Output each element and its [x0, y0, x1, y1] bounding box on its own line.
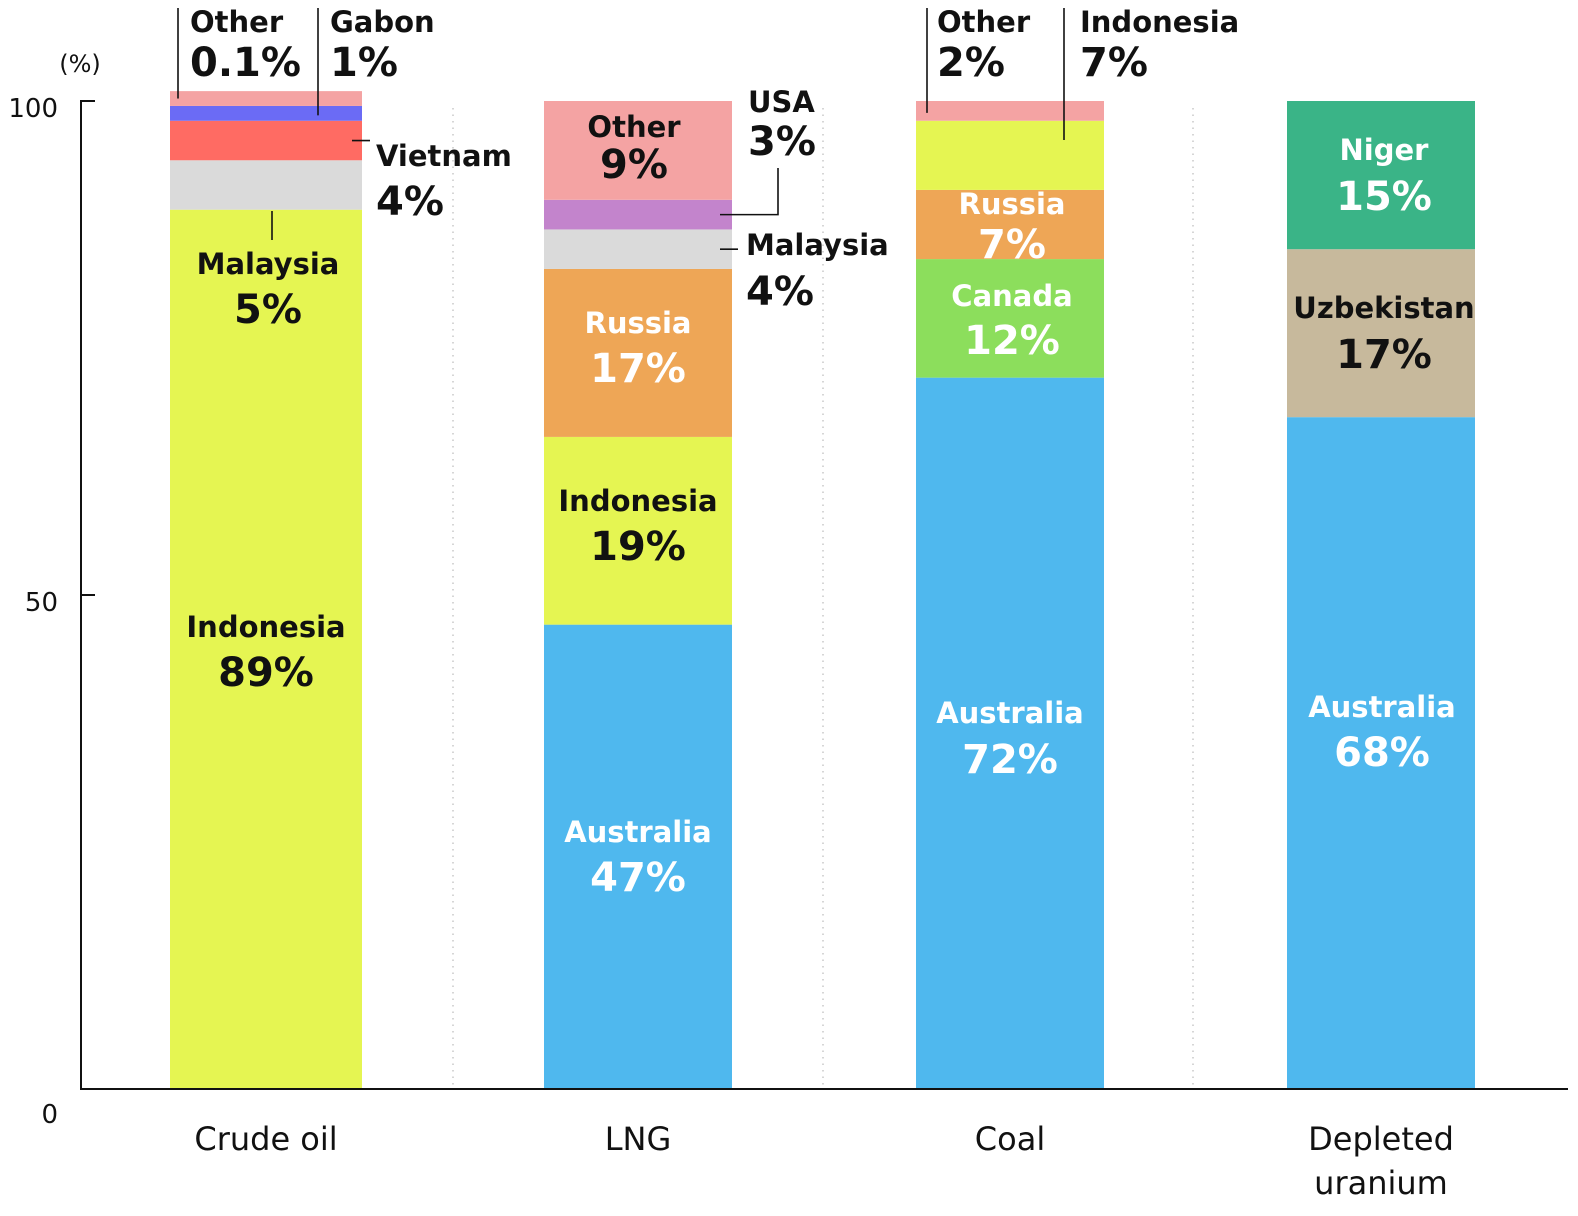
segment-label-value: 7%: [1080, 40, 1148, 86]
segment-label-country: Canada: [951, 279, 1072, 313]
segment-label-value: 17%: [1336, 332, 1432, 378]
y-tick-label: 0: [41, 1100, 58, 1130]
segment-label-value: 72%: [962, 737, 1058, 783]
segment-label-value: 9%: [600, 142, 668, 188]
bar-segment-crude-oil-vietnam: [170, 120, 362, 161]
bar-segment-lng-australia: [544, 624, 732, 1089]
segment-label-country: Russia: [584, 306, 691, 340]
segment-label-value: 7%: [978, 222, 1046, 268]
bar-segment-lng-malaysia: [544, 229, 732, 269]
segment-label-country: Indonesia: [186, 610, 345, 644]
bar-segment-coal-other: [916, 101, 1104, 121]
segment-label-value: 4%: [376, 179, 444, 225]
segment-label-country: Australia: [564, 815, 712, 849]
bar-segment-lng-other: [544, 101, 732, 200]
bar-segment-coal-canada: [916, 259, 1104, 378]
segment-label-country: Indonesia: [558, 484, 717, 518]
segment-label-country: Niger: [1340, 133, 1430, 167]
segment-label-value: 3%: [748, 119, 816, 165]
segment-label-country: USA: [748, 85, 815, 119]
bar-segment-coal-indonesia: [916, 120, 1104, 190]
bar-segment-coal-australia: [916, 377, 1104, 1089]
bar-segment-crude-oil-malaysia: [170, 160, 362, 210]
segment-label-country: Australia: [1308, 690, 1456, 724]
bar-segment-crude-oil-indonesia: [170, 209, 362, 1089]
segment-label-value: 15%: [1336, 174, 1432, 220]
segment-label-value: 12%: [964, 318, 1060, 364]
segment-label-country: Vietnam: [376, 139, 512, 173]
segment-label-country: Other: [190, 5, 284, 39]
x-category-label: uranium: [1314, 1164, 1448, 1202]
segment-label-value: 1%: [330, 40, 398, 86]
y-tick-label: 50: [25, 588, 58, 618]
x-category-label: Depleted: [1308, 1120, 1454, 1158]
bar-segment-lng-russia: [544, 268, 732, 437]
segment-label-country: Russia: [958, 187, 1065, 221]
segment-label-value: 17%: [590, 346, 686, 392]
segment-label-value: 68%: [1334, 730, 1430, 776]
segment-label-value: 0.1%: [190, 40, 301, 86]
y-tick-label: 100: [8, 94, 58, 124]
leader-line: [720, 168, 779, 216]
bar-segment-depleted-uranium-uzbekistan: [1287, 249, 1475, 418]
bar-segment-crude-oil-other: [170, 91, 362, 106]
segment-label-value: 4%: [746, 269, 814, 315]
segment-label-country: Other: [587, 110, 681, 144]
segment-label-value: 5%: [234, 287, 302, 333]
y-axis-unit-label: (%): [59, 50, 101, 78]
segment-label-country: Australia: [936, 696, 1084, 730]
leader-lines: [177, 8, 1065, 250]
x-category-label: Coal: [975, 1120, 1045, 1158]
x-category-label: LNG: [605, 1120, 672, 1158]
segment-label-country: Indonesia: [1080, 5, 1239, 39]
bar-segment-crude-oil-gabon: [170, 105, 362, 121]
bar-segment-coal-russia: [916, 189, 1104, 260]
segment-label-value: 2%: [937, 40, 1005, 86]
segment-label-country: Malaysia: [746, 228, 889, 262]
category-separators: [452, 108, 1194, 1086]
segment-label-country: Gabon: [330, 5, 435, 39]
x-category-label: Crude oil: [194, 1120, 337, 1158]
segment-label-value: 19%: [590, 524, 686, 570]
bar-segment-depleted-uranium-niger: [1287, 101, 1475, 250]
bar-segment-lng-usa: [544, 199, 732, 230]
bars: [170, 91, 1475, 1089]
axes: (%) 0 50 100 Crude oil LNG Coal Depleted uraniu…: [8, 50, 1568, 1202]
bar-segment-depleted-uranium-australia: [1287, 417, 1475, 1089]
segment-label-country: Other: [937, 5, 1031, 39]
bar-segment-lng-indonesia: [544, 436, 732, 625]
segment-label-country: Malaysia: [197, 247, 340, 281]
segment-label-value: 47%: [590, 855, 686, 901]
segment-label-value: 89%: [218, 650, 314, 696]
segment-labels: Indonesia89%Malaysia5%Vietnam4%Other0.1%…: [186, 5, 1474, 901]
segment-label-country: Uzbekistan: [1293, 291, 1474, 325]
